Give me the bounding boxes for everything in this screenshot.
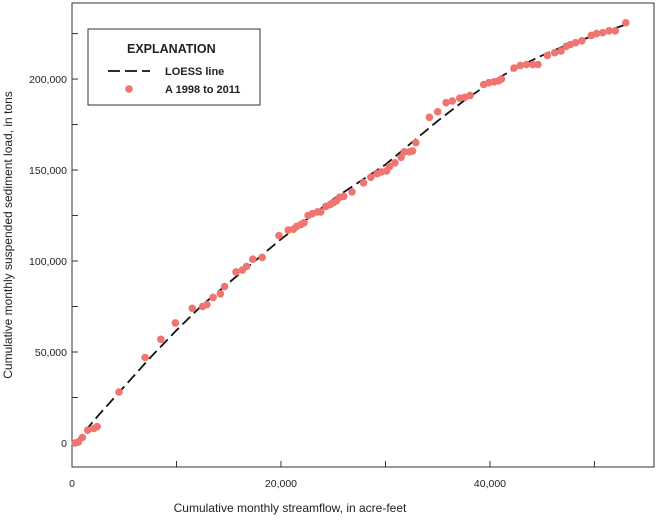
data-point [78,433,87,442]
data-point [599,28,607,37]
data-point [433,108,442,116]
data-point [592,29,601,38]
data-point [115,388,123,396]
y-tick-label: 150,000 [29,165,67,177]
data-point [412,138,420,147]
loess-line [74,23,627,444]
plot-frame [71,2,655,468]
legend-title: EXPLANATION [127,42,216,56]
data-point [171,319,180,327]
data-point [571,38,580,47]
data-point [258,253,267,262]
data-point [578,37,586,45]
y-axis-label: Cumulative monthly suspended sediment lo… [1,91,15,379]
data-point [242,262,251,271]
data-point [209,293,217,302]
data-point [359,179,368,187]
data-point [220,282,229,291]
data-point [216,290,225,298]
data-point [611,27,620,35]
data-point [188,304,196,313]
data-point [408,147,417,155]
data-point [385,162,394,171]
data-point [300,219,308,227]
x-axis-label: Cumulative monthly streamflow, in acre-f… [174,501,407,515]
y-tick-label: 50,000 [35,347,67,359]
data-point [516,61,525,70]
y-tick-label: 100,000 [29,256,67,268]
data-point [550,48,559,57]
y-tick-label: 0 [61,438,67,450]
x-axis: 0 20,000 40,000 [69,461,595,490]
data-point [605,27,613,35]
data-point [510,64,518,72]
legend-entry-loess: LOESS line [165,66,224,78]
data-point [367,173,375,182]
data-point [397,153,405,162]
data-point [339,192,348,201]
y-axis: 0 50,000 100,000 150,000 200,000 [29,33,78,450]
legend-entry-points: A 1998 to 2011 [165,84,240,96]
data-point [391,159,399,167]
data-point [203,300,211,309]
x-tick-label: 40,000 [474,478,506,490]
x-tick-label: 0 [69,478,75,490]
data-point [275,231,283,240]
data-point [249,255,257,263]
data-point [622,18,630,27]
x-tick-label: 20,000 [265,478,297,490]
legend: EXPLANATION LOESS line A 1998 to 2011 [87,28,261,106]
data-point [557,47,565,55]
legend-box [87,28,261,106]
data-point [425,113,434,122]
data-point [442,98,450,107]
data-point [448,97,457,105]
legend-point-swatch [125,85,133,93]
y-tick-label: 200,000 [29,74,67,86]
data-points [71,18,630,447]
data-point [529,60,537,69]
data-point [534,60,542,69]
data-point [93,422,101,431]
data-point [232,268,240,276]
data-point [83,426,92,435]
data-point [141,353,149,362]
data-point [466,91,474,100]
data-point [316,208,325,216]
data-point [400,148,409,156]
data-point [543,51,552,60]
data-point [497,75,506,83]
data-point [348,188,356,196]
data-point [522,60,531,69]
data-point [157,335,165,344]
